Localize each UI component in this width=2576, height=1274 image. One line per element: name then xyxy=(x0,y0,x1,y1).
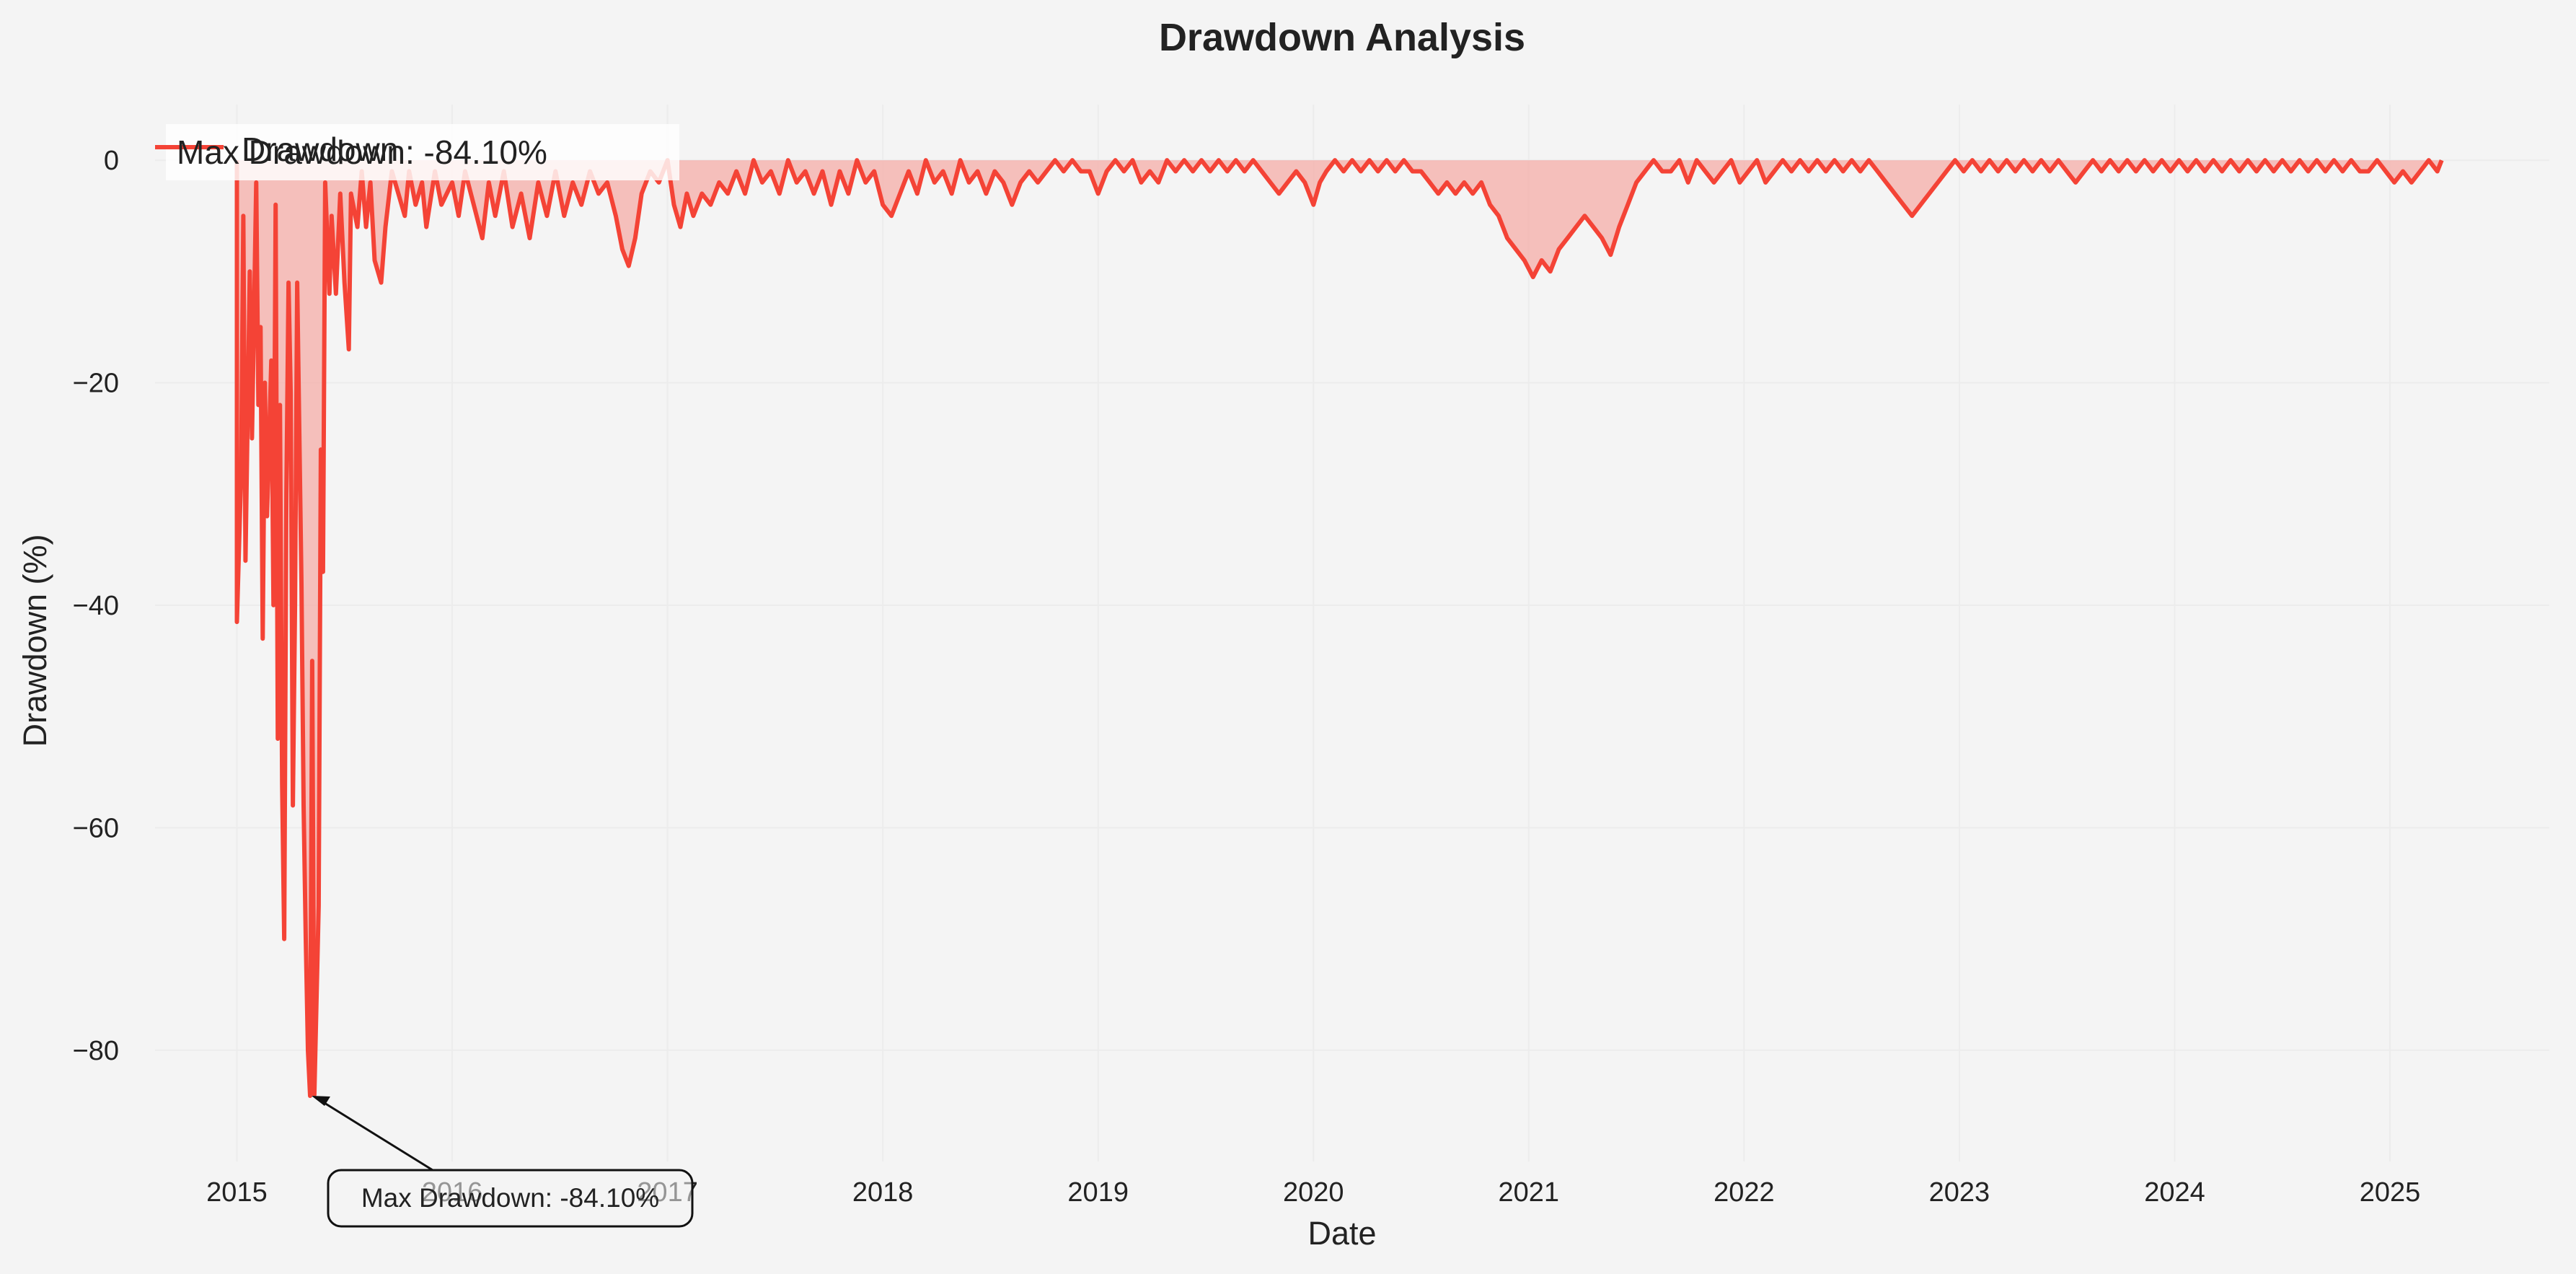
x-tick-label: 2025 xyxy=(2360,1177,2421,1208)
x-tick-label: 2015 xyxy=(206,1177,268,1208)
x-tick-label: 2020 xyxy=(1283,1177,1344,1208)
legend-label-max-drawdown: Max Drawdown: -84.10% xyxy=(177,133,547,171)
x-tick-label: 2024 xyxy=(2144,1177,2205,1208)
y-axis-label: Drawdown (%) xyxy=(17,534,53,747)
max-drawdown-annotation: Max Drawdown: -84.10% xyxy=(311,1096,694,1228)
x-tick-label: 2021 xyxy=(1499,1177,1560,1208)
y-tick-label: −80 xyxy=(73,1036,119,1066)
x-tick-label: 2023 xyxy=(1929,1177,1990,1208)
x-tick-label: 2019 xyxy=(1067,1177,1129,1208)
x-tick-label: 2022 xyxy=(1713,1177,1775,1208)
y-tick-label: 0 xyxy=(104,146,119,176)
legend-box xyxy=(166,124,679,180)
y-tick-label: −40 xyxy=(73,591,119,621)
y-tick-label: −20 xyxy=(73,369,119,399)
grid xyxy=(155,105,2549,1161)
x-axis-label: Date xyxy=(1307,1215,1376,1252)
drawdown-line xyxy=(234,158,2444,1098)
annotation-box xyxy=(327,1169,694,1228)
y-axis-ticks: 0 −20 −40 −60 −80 xyxy=(73,146,119,1066)
chart-title: Drawdown Analysis xyxy=(1159,16,1525,59)
annotation-text: Max Drawdown: -84.10% xyxy=(361,1183,659,1213)
annotation-arrow-line xyxy=(318,1098,433,1172)
drawdown-line-layer xyxy=(234,158,2444,1098)
annotation-arrow-head xyxy=(311,1096,330,1107)
x-tick-label: 2018 xyxy=(852,1177,914,1208)
y-tick-label: −60 xyxy=(73,813,119,843)
legend-label-drawdown: Drawdown xyxy=(242,131,398,168)
